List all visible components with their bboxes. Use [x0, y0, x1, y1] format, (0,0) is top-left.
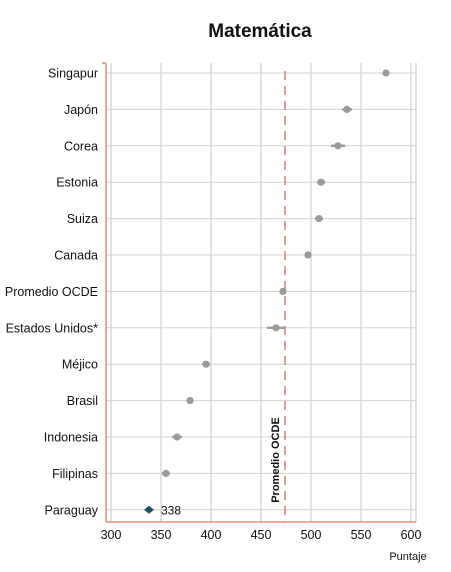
- data-point: [317, 178, 325, 186]
- data-point: [162, 469, 170, 477]
- data-point: [315, 215, 323, 223]
- chart-title: Matemática: [208, 21, 312, 42]
- category-labels: Singapur Japón Corea Estonia Suiza Canada Prom…: [5, 67, 99, 518]
- data-point: [186, 397, 194, 405]
- data-point: [272, 324, 280, 332]
- category-label: Méjico: [62, 358, 98, 372]
- x-tick-label-400: 400: [201, 528, 222, 542]
- x-tick-label-300: 300: [101, 528, 122, 542]
- data-point: [382, 69, 390, 77]
- data-label-highlight: 338: [161, 503, 181, 517]
- category-label: Promedio OCDE: [5, 285, 98, 299]
- x-tick-label-550: 550: [351, 528, 372, 542]
- data-point: [304, 251, 312, 259]
- data-points: 338: [144, 69, 390, 517]
- category-label: Suiza: [67, 212, 98, 226]
- category-label: Singapur: [48, 67, 98, 81]
- data-point: [343, 105, 351, 113]
- category-label: Indonesia: [44, 431, 98, 445]
- category-label: Filipinas: [52, 467, 98, 481]
- category-label: Canada: [54, 249, 98, 263]
- x-tick-label-600: 600: [401, 528, 422, 542]
- grid-lines: [106, 63, 417, 522]
- data-point: [202, 360, 210, 368]
- category-label: Paraguay: [44, 503, 98, 517]
- data-point: [173, 433, 181, 441]
- data-point-highlight: [144, 505, 154, 514]
- x-tick-label-500: 500: [301, 528, 322, 542]
- category-label: Brasil: [67, 394, 98, 408]
- x-tick-label-350: 350: [151, 528, 172, 542]
- data-point: [279, 287, 287, 295]
- category-label: Japón: [64, 103, 98, 117]
- reference-line-label: Promedio OCDE: [270, 417, 282, 503]
- x-axis-label: Puntaje: [389, 551, 426, 563]
- reference-line-group: Promedio OCDE: [270, 71, 286, 522]
- x-tick-label-450: 450: [251, 528, 272, 542]
- category-label: Estados Unidos*: [6, 321, 99, 335]
- x-tick-labels: 300 350 400 450 500 550 600: [101, 528, 422, 542]
- axes: [102, 62, 416, 523]
- category-label: Estonia: [56, 176, 98, 190]
- category-label: Corea: [64, 139, 98, 153]
- data-point: [334, 142, 342, 150]
